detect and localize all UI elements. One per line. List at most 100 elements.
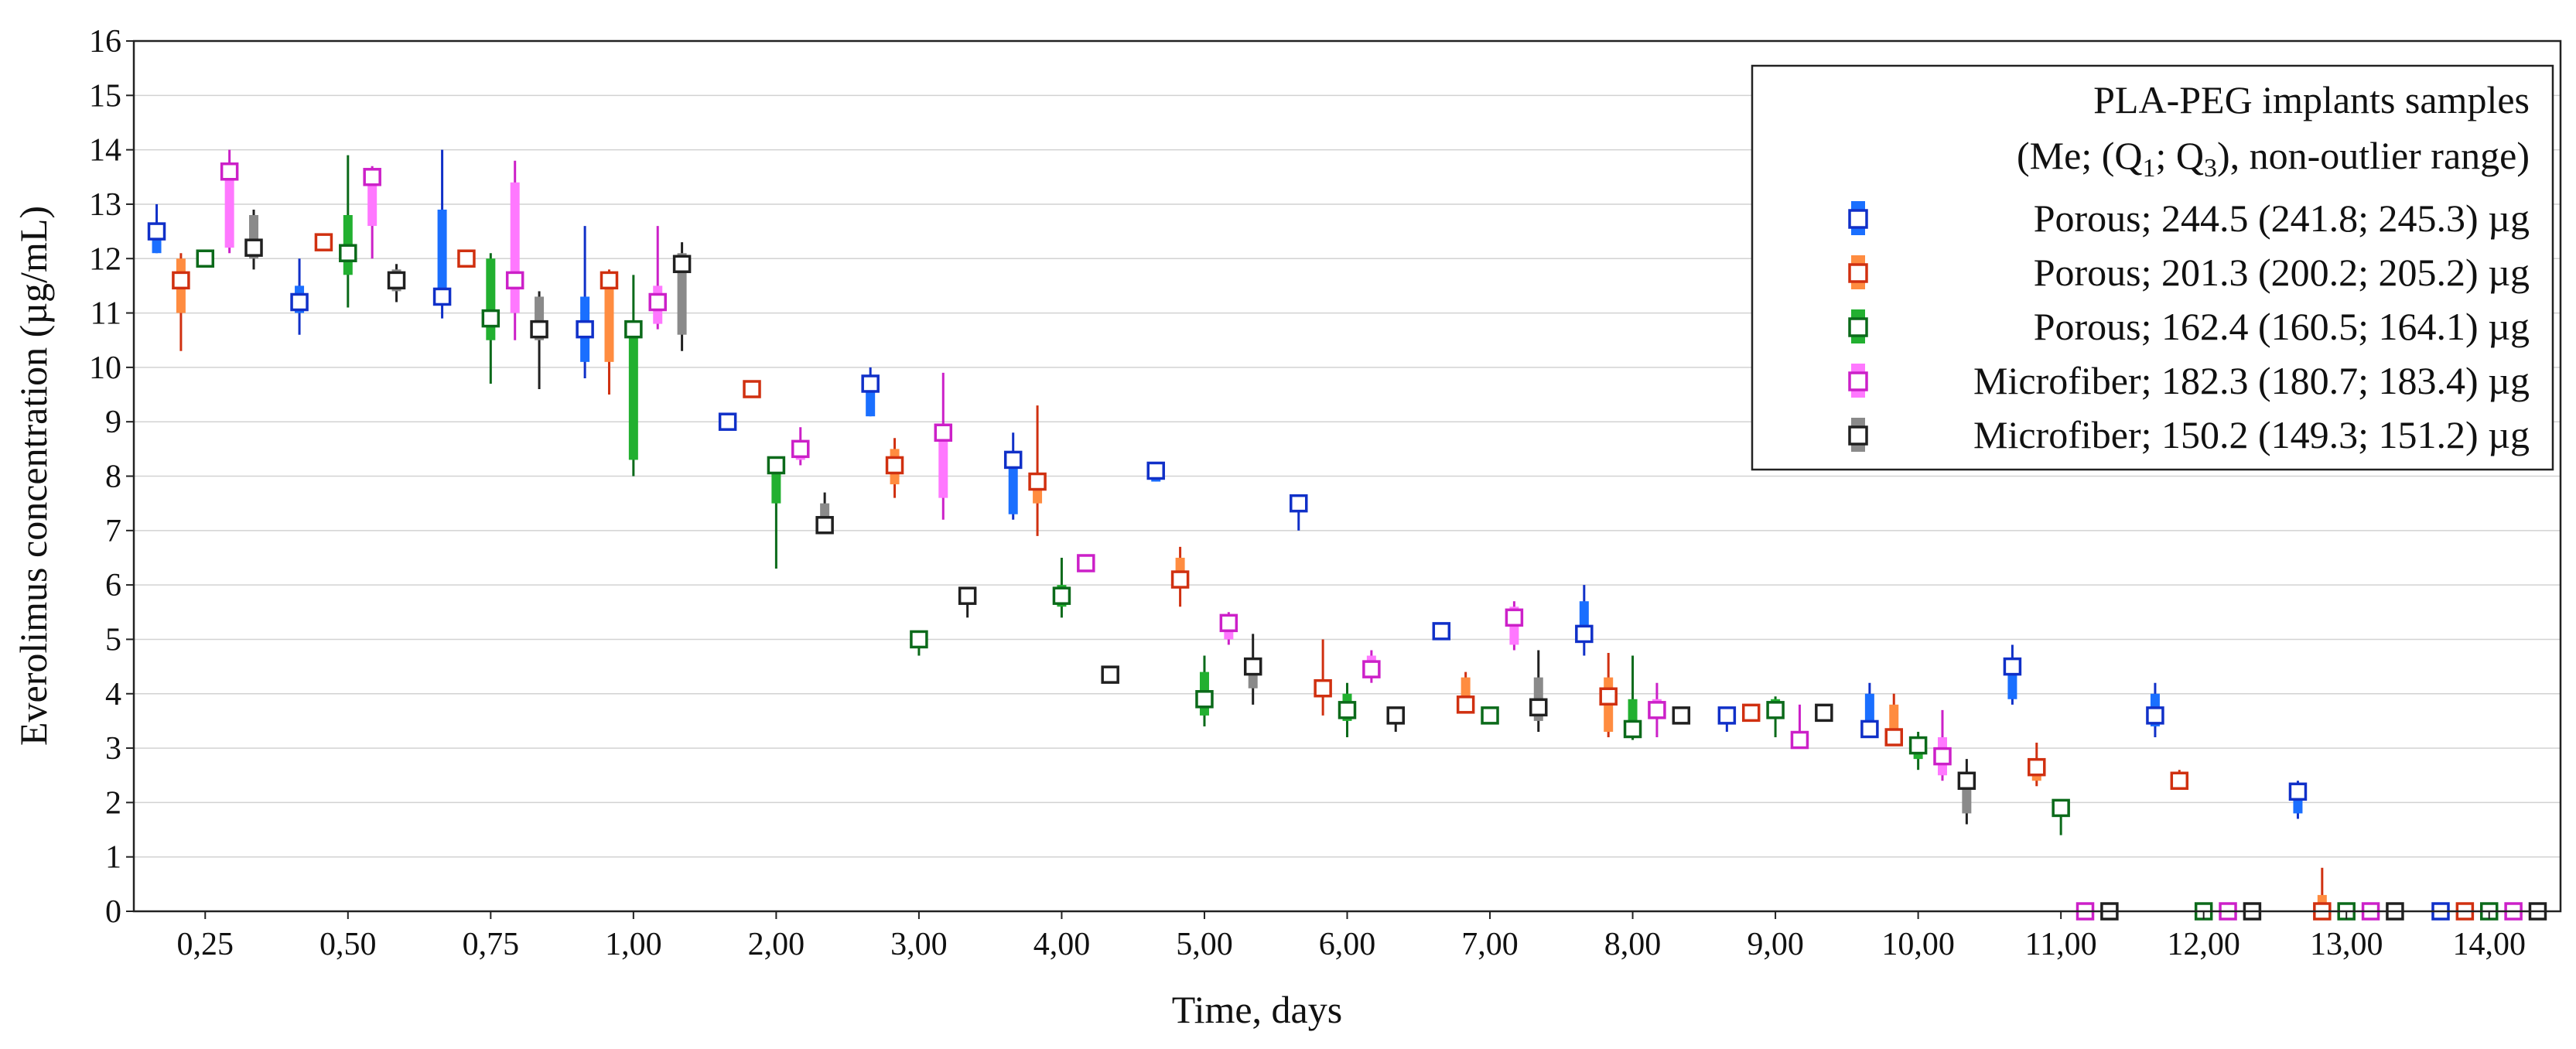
box-plot-mark — [1290, 494, 1308, 531]
box-plot-mark — [2146, 682, 2164, 737]
y-tick-label: 12 — [89, 241, 121, 277]
box-plot-mark — [1146, 461, 1165, 482]
median-marker — [244, 238, 263, 257]
median-marker — [1314, 678, 1332, 698]
median-marker — [1338, 701, 1357, 719]
box-plot-mark — [1432, 622, 1451, 641]
box-plot-mark — [1505, 601, 1524, 651]
y-tick-label: 15 — [89, 78, 121, 114]
box-plot-mark — [1386, 706, 1405, 732]
median-marker — [1741, 703, 1761, 723]
box-plot-mark — [432, 149, 452, 319]
box-plot-mark — [1028, 405, 1047, 536]
legend-box — [1751, 64, 2554, 471]
legend-label: Porous; 244.5 (241.8; 245.3) µg — [2034, 196, 2530, 240]
median-marker — [624, 319, 643, 339]
box-plot-mark — [1766, 696, 1785, 737]
box-plot-mark — [1529, 650, 1548, 732]
median-marker — [2288, 782, 2308, 801]
y-tick-label: 16 — [89, 24, 121, 60]
box-plot-mark — [767, 456, 786, 569]
box-plot-mark — [1884, 693, 1903, 747]
median-marker — [1599, 687, 1618, 706]
median-marker — [743, 380, 761, 398]
median-marker — [576, 319, 594, 339]
box-plot-mark — [600, 269, 619, 395]
y-tick-label: 3 — [105, 731, 121, 767]
median-marker — [672, 255, 692, 274]
median-marker — [1815, 703, 1833, 723]
x-tick-label: 0,50 — [319, 927, 377, 962]
median-marker — [791, 439, 810, 459]
legend-median-icon — [1848, 317, 1868, 337]
median-marker — [1623, 719, 1642, 739]
median-marker — [172, 271, 190, 290]
box-plot-mark — [314, 233, 333, 251]
median-marker — [505, 271, 524, 290]
median-marker — [290, 292, 309, 312]
median-marker — [1456, 695, 1475, 714]
box-plot-mark — [530, 291, 548, 389]
box-plot-mark — [339, 155, 357, 308]
median-marker — [1505, 608, 1524, 627]
box-plot-mark — [718, 412, 737, 431]
median-marker — [600, 271, 619, 290]
box-plot-mark — [576, 226, 594, 378]
box-plot-mark — [934, 372, 953, 520]
median-marker — [1003, 450, 1023, 470]
box-plot-mark — [505, 160, 524, 340]
median-marker — [530, 319, 548, 339]
median-marker — [1028, 472, 1047, 491]
x-tick-label: 2,00 — [748, 927, 805, 962]
y-tick-label: 8 — [105, 460, 121, 495]
median-marker — [481, 309, 501, 328]
median-marker — [1052, 586, 1071, 605]
box-plot-mark — [1790, 704, 1809, 750]
x-tick-label: 4,00 — [1033, 927, 1091, 962]
box-plot-mark — [220, 149, 239, 254]
box-plot-mark — [958, 586, 977, 618]
median-marker — [1672, 706, 1691, 725]
x-tick-label: 11,00 — [2025, 927, 2097, 962]
median-marker — [387, 271, 406, 290]
median-marker — [196, 249, 215, 268]
x-tick-label: 13,00 — [2310, 927, 2383, 962]
box-plot-mark — [1860, 682, 1879, 739]
x-tick-label: 7,00 — [1461, 927, 1519, 962]
y-tick-label: 6 — [105, 568, 121, 603]
plot-marks — [147, 149, 2547, 921]
y-tick-label: 1 — [105, 840, 121, 876]
median-marker — [815, 516, 834, 535]
median-marker — [1219, 613, 1238, 633]
median-marker — [1077, 554, 1095, 572]
legend-title-line1: PLA-PEG implants samples — [2093, 78, 2530, 121]
box-plot-mark — [2052, 798, 2070, 835]
median-marker — [1766, 701, 1785, 719]
x-tick-label: 0,25 — [177, 927, 234, 962]
box-plot-mark — [290, 258, 309, 335]
box-plot-mark — [791, 427, 810, 466]
median-marker — [934, 423, 953, 442]
median-marker — [2003, 657, 2022, 676]
median-marker — [363, 168, 381, 186]
legend-entry: Porous; 201.3 (200.2; 205.2) µg — [1848, 251, 2530, 294]
y-tick-label: 4 — [105, 677, 121, 712]
box-plot-mark — [648, 226, 667, 330]
box-plot-mark — [624, 275, 643, 477]
box-plot-mark — [1957, 759, 1976, 825]
box-plot-mark — [147, 203, 166, 254]
box-plot-mark — [1003, 432, 1023, 520]
median-marker — [314, 233, 333, 251]
median-marker — [1957, 771, 1976, 790]
box-plot-mark — [2288, 781, 2308, 819]
median-marker — [1432, 622, 1451, 641]
y-tick-label: 7 — [105, 514, 121, 549]
x-axis-label: Time, days — [1172, 988, 1342, 1031]
box-plot-mark — [1815, 703, 1833, 723]
median-marker — [1195, 690, 1214, 709]
x-tick-label: 8,00 — [1604, 927, 1662, 962]
box-plot-mark — [244, 209, 263, 270]
box-plot-mark — [1338, 682, 1357, 737]
median-marker — [220, 162, 239, 181]
